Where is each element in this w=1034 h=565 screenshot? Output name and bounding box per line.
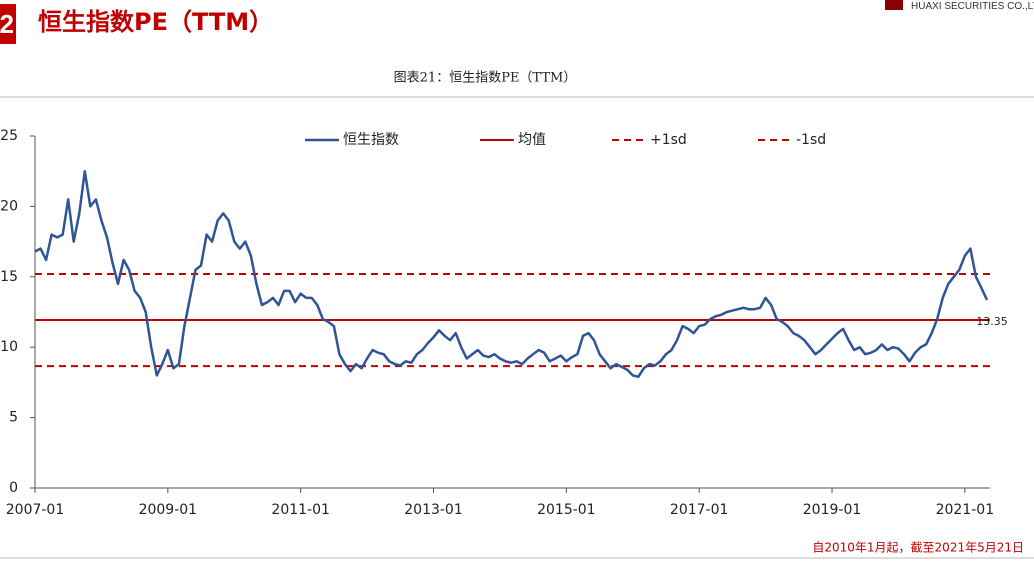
page-title: 恒生指数PE（TTM）	[38, 8, 274, 36]
legend-label: 恒生指数	[343, 132, 399, 148]
y-tick-label: 10	[0, 339, 18, 355]
line-series	[34, 169, 989, 379]
x-tick-label: 2021-01	[936, 502, 995, 518]
x-tick-label: 2015-01	[537, 502, 596, 518]
legend-label: 均值	[518, 132, 546, 148]
legend-label: -1sd	[796, 132, 826, 148]
y-tick-label: 15	[0, 269, 18, 285]
x-tick-label: 2017-01	[670, 502, 729, 518]
data-label: 13.35	[976, 315, 1008, 328]
legend-label: +1sd	[650, 132, 687, 148]
y-tick-label: 5	[9, 410, 18, 426]
x-tick-label: 2013-01	[404, 502, 463, 518]
x-tick-label: 2019-01	[803, 502, 862, 518]
y-tick-label: 20	[0, 198, 18, 214]
x-tick-label: 2007-01	[6, 502, 65, 518]
x-tick-label: 2009-01	[139, 502, 198, 518]
y-tick-label: 25	[0, 128, 18, 144]
logo: HUAXI SECURITIES CO.,LTD	[885, 0, 1034, 12]
section-badge: 2	[0, 4, 16, 44]
chart-title: 图表21：恒生指数PE（TTM）	[394, 71, 577, 86]
x-tick-label: 2011-01	[271, 502, 330, 518]
y-tick-label: 0	[9, 480, 18, 496]
footnote: 自2010年1月起，截至2021年5月21日	[812, 541, 1024, 555]
